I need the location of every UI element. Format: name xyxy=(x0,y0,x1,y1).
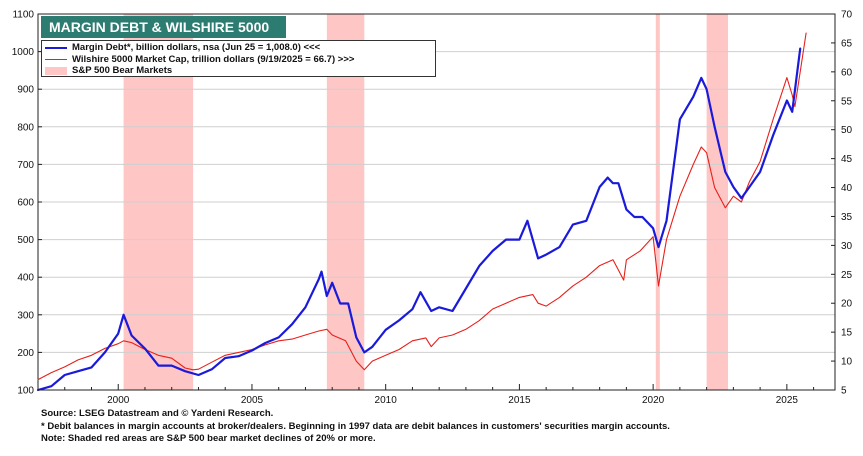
y-right-tick-label: 65 xyxy=(841,38,853,49)
y-right-tick-label: 20 xyxy=(841,299,853,310)
y-right-tick-label: 30 xyxy=(841,241,853,252)
footnote-note1: * Debit balances in margin accounts at b… xyxy=(41,420,670,432)
y-left-tick-label: 100 xyxy=(17,386,34,397)
y-right-tick-label: 70 xyxy=(841,10,853,21)
y-right-tick-label: 50 xyxy=(841,125,853,136)
legend-item-wilshire: Wilshire 5000 Market Cap, trillion dolla… xyxy=(45,54,432,66)
legend-swatch-bear xyxy=(45,66,67,75)
y-right-tick-label: 55 xyxy=(841,96,853,107)
y-left-tick-label: 200 xyxy=(17,348,34,359)
legend-swatch-margin-debt xyxy=(45,46,67,49)
legend-swatch-wilshire xyxy=(45,58,67,60)
y-right-tick-label: 35 xyxy=(841,212,853,223)
series-line-margin-debt xyxy=(36,47,802,392)
x-tick-label: 2020 xyxy=(642,395,665,406)
x-tick-label: 2025 xyxy=(776,395,799,406)
y-left-tick-label: 300 xyxy=(17,310,34,321)
footnote-note2: Note: Shaded red areas are S&P 500 bear … xyxy=(41,433,376,444)
legend-item-margin-debt: Margin Debt*, billion dollars, nsa (Jun … xyxy=(45,42,432,54)
y-left-tick-label: 1100 xyxy=(12,10,34,21)
y-left-tick-label: 600 xyxy=(17,198,34,209)
y-left-tick-label: 700 xyxy=(17,160,34,171)
footnotes: Source: LSEG Datastream and © Yardeni Re… xyxy=(41,408,841,446)
y-right-tick-label: 10 xyxy=(841,357,853,368)
y-left-tick-label: 500 xyxy=(17,235,34,246)
y-right-tick-label: 15 xyxy=(841,328,853,339)
y-left-tick-label: 400 xyxy=(17,273,34,284)
legend-label-bear: S&P 500 Bear Markets xyxy=(72,65,173,76)
y-left-tick-label: 800 xyxy=(17,122,34,133)
x-tick-label: 2010 xyxy=(375,395,398,406)
legend-label-wilshire: Wilshire 5000 Market Cap, trillion dolla… xyxy=(72,53,355,65)
x-tick-label: 2015 xyxy=(508,395,531,406)
y-left-tick-label: 900 xyxy=(17,85,34,96)
y-right-tick-label: 25 xyxy=(841,270,853,281)
legend-label-margin-debt: Margin Debt*, billion dollars, nsa (Jun … xyxy=(72,42,321,53)
footnote-source: Source: LSEG Datastream and © Yardeni Re… xyxy=(41,408,274,419)
x-tick-label: 2005 xyxy=(241,395,264,406)
series-line-wilshire xyxy=(37,32,807,381)
legend-item-bear: S&P 500 Bear Markets xyxy=(45,65,432,77)
y-right-tick-label: 40 xyxy=(841,183,853,194)
y-right-tick-label: 45 xyxy=(841,154,853,165)
x-tick-label: 2000 xyxy=(107,395,130,406)
legend: Margin Debt*, billion dollars, nsa (Jun … xyxy=(41,40,436,77)
y-right-tick-label: 60 xyxy=(841,67,853,78)
chart-title: MARGIN DEBT & WILSHIRE 5000 xyxy=(41,16,286,38)
y-right-tick-label: 5 xyxy=(841,386,847,397)
y-left-tick-label: 1000 xyxy=(12,47,35,58)
